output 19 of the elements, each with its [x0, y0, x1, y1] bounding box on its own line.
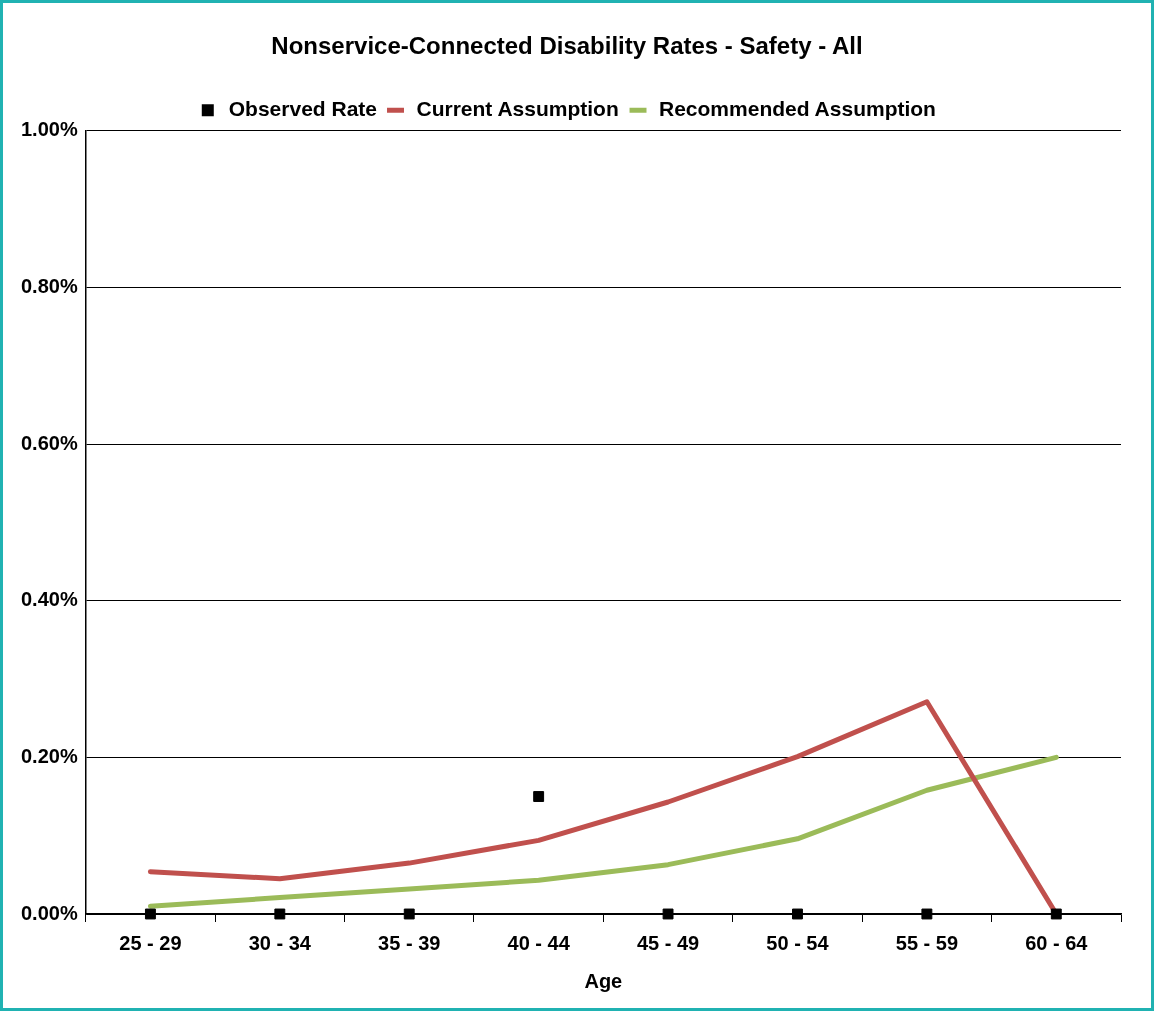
y-tick-label: 0.60% — [20, 431, 78, 454]
x-axis-title: Age — [584, 969, 623, 992]
x-tick-label: 50 - 54 — [766, 931, 830, 954]
y-tick-label: 0.40% — [20, 588, 78, 611]
chart-title: Nonservice-Connected Disability Rates - Safety - All — [271, 32, 863, 60]
y-tick-label: 0.20% — [20, 744, 78, 767]
x-tick-label: 25 - 29 — [119, 931, 182, 954]
legend-label: Observed Rate — [228, 97, 378, 121]
x-tick-label: 55 - 59 — [895, 931, 959, 954]
y-tick-label: 0.00% — [20, 901, 78, 924]
legend-label: Current Assumption — [416, 97, 619, 121]
x-tick-label: 45 - 49 — [636, 931, 700, 954]
legend-label: Recommended Assumption — [659, 97, 936, 121]
y-tick-label: 0.80% — [20, 274, 78, 297]
x-tick-label: 40 - 44 — [507, 931, 571, 954]
x-tick-label: 30 - 34 — [248, 931, 312, 954]
x-tick-label: 60 - 64 — [1025, 931, 1089, 954]
x-tick-label: 35 - 39 — [378, 931, 441, 954]
y-tick-label: 1.00% — [20, 118, 78, 141]
